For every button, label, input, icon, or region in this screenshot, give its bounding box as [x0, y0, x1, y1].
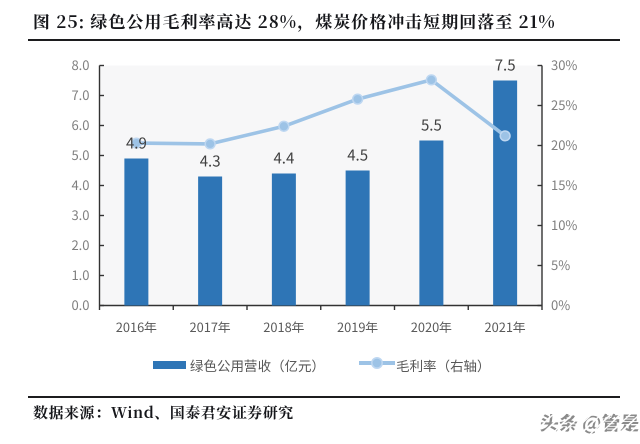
left-axis-tick-label: 2.0 — [71, 235, 89, 254]
left-axis-tick-label: 0.0 — [71, 295, 89, 314]
watermark-text: 头条 @管是 — [539, 409, 640, 436]
line-marker-2017年 — [204, 138, 216, 150]
figure-title: 图 25: 绿色公用毛利率高达 28%，煤炭价格冲击短期回落至 21% — [33, 8, 556, 33]
bar-data-label: 7.5 — [495, 55, 516, 76]
bar-data-label: 4.3 — [200, 151, 221, 172]
bar-2016年 — [124, 158, 149, 306]
x-axis-category-label: 2016年 — [116, 317, 157, 336]
bar-2019年 — [345, 170, 370, 306]
legend-line-swatch — [359, 356, 395, 369]
left-axis-tick-label: 6.0 — [71, 115, 89, 134]
x-axis-category-label: 2019年 — [337, 317, 378, 336]
x-axis-category-label: 2021年 — [485, 317, 526, 336]
right-axis-tick-label: 30% — [551, 55, 577, 74]
right-axis-tick-label: 10% — [551, 215, 577, 234]
x-axis-category-label: 2018年 — [263, 317, 304, 336]
bar-data-label: 4.9 — [126, 133, 147, 154]
line-marker-2018年 — [278, 120, 290, 132]
line-marker-2016年 — [130, 137, 143, 149]
left-axis-tick-label: 5.0 — [71, 145, 89, 164]
bar-data-label: 4.5 — [347, 145, 368, 166]
left-axis-tick-label: 8.0 — [71, 55, 89, 74]
plot-area-background — [99, 65, 542, 306]
legend-line-marker-icon — [371, 356, 383, 369]
left-axis-tick-label: 3.0 — [71, 205, 89, 224]
legend-line-series-label: 毛利率（右轴） — [396, 355, 491, 375]
bar-2020年 — [419, 140, 444, 306]
right-axis-tick-label: 25% — [551, 95, 577, 114]
data-source-text: 数据来源：Wind、国泰君安证券研究 — [33, 402, 294, 423]
right-axis-tick-label: 0% — [551, 295, 570, 314]
bar-2018年 — [271, 173, 296, 306]
right-axis-tick-label: 20% — [551, 135, 577, 154]
x-axis-category-label: 2020年 — [411, 317, 452, 336]
left-axis-tick-label: 7.0 — [71, 85, 89, 104]
footer-rule — [28, 396, 620, 398]
title-rule — [28, 39, 620, 41]
line-marker-2019年 — [351, 93, 364, 105]
bar-data-label: 5.5 — [421, 115, 442, 136]
legend-bar-swatch — [153, 360, 186, 369]
bar-2017年 — [198, 176, 223, 306]
line-marker-2020年 — [425, 74, 438, 86]
left-axis-tick-label: 4.0 — [71, 175, 89, 194]
line-marker-2021年 — [499, 130, 511, 142]
bar-data-label: 4.4 — [273, 148, 294, 169]
right-axis-tick-label: 15% — [551, 175, 577, 194]
x-axis-category-label: 2017年 — [190, 317, 231, 336]
legend-bar-series-label: 绿色公用营收（亿元） — [190, 355, 325, 375]
margin-rate-line — [134, 78, 507, 146]
bar-2021年 — [493, 80, 518, 306]
left-axis-tick-label: 1.0 — [71, 265, 89, 284]
right-axis-tick-label: 5% — [551, 255, 570, 274]
